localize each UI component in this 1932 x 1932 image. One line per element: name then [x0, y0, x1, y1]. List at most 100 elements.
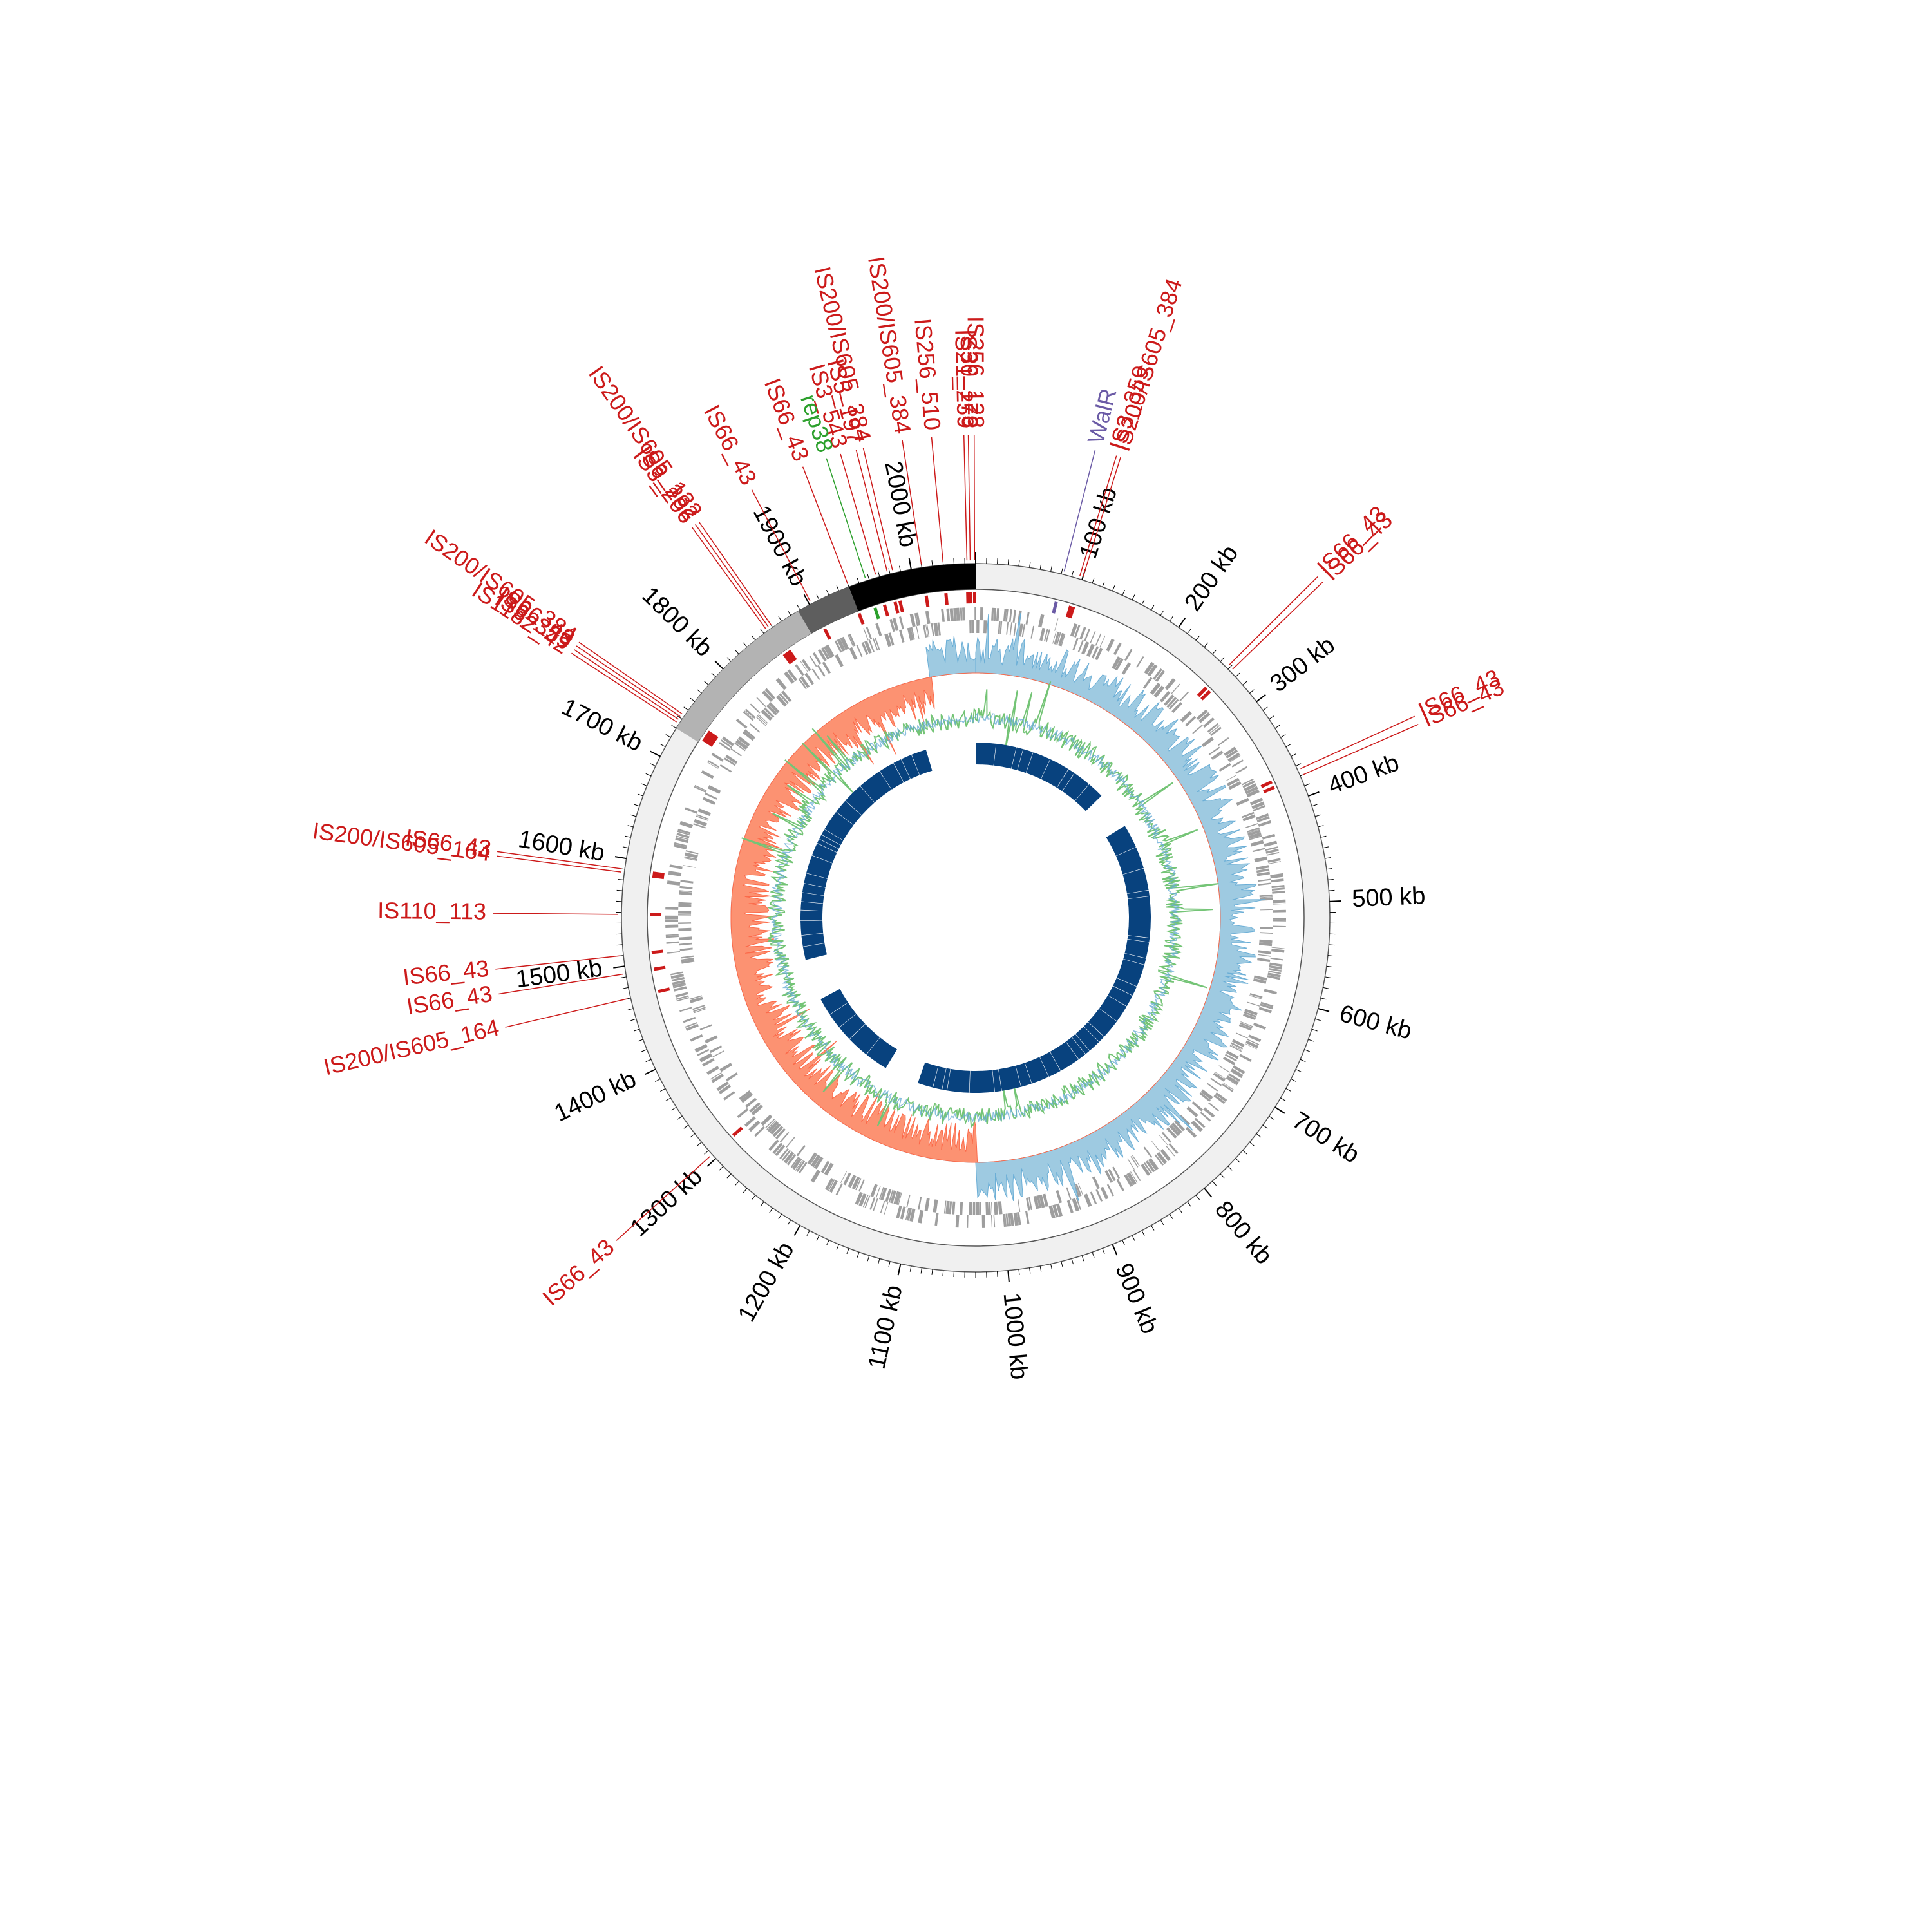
gene-block-224 — [1146, 1160, 1155, 1173]
gene-block-188 — [1228, 1073, 1240, 1082]
gene-block-328 — [820, 1160, 830, 1173]
gene-block-166 — [1244, 1011, 1257, 1018]
gene-block-393 — [675, 992, 688, 998]
gene-block-441 — [693, 823, 706, 829]
gene-block-17 — [1018, 623, 1023, 637]
gene-block-22 — [1039, 627, 1046, 641]
minor-tick — [630, 1018, 637, 1021]
gene-block-201 — [1208, 1102, 1220, 1112]
gene-block-217 — [1166, 1146, 1175, 1157]
gene-block-376 — [709, 1045, 723, 1054]
gene-block-419 — [678, 904, 692, 907]
gene-block-235 — [1116, 1179, 1124, 1191]
gene-block-161 — [1260, 1001, 1274, 1008]
blast-hit-47 — [800, 902, 823, 911]
blast-hit-23 — [1084, 1021, 1104, 1042]
minor-tick — [816, 594, 820, 600]
is-element-mark-26 — [652, 871, 665, 876]
gene-block-77 — [1208, 746, 1220, 755]
is-element-mark-17 — [706, 730, 719, 740]
label-leader-5 — [963, 435, 968, 561]
gene-block-144 — [1271, 947, 1285, 949]
gene-block-263 — [1017, 1212, 1021, 1226]
gene-block-33 — [1072, 638, 1079, 651]
gene-block-541 — [946, 608, 951, 622]
minor-tick — [704, 1150, 709, 1155]
gene-block-71 — [1203, 717, 1215, 728]
minor-tick — [627, 825, 634, 828]
gene-block-92 — [1244, 783, 1257, 791]
gene-block-129 — [1272, 890, 1285, 894]
minor-tick — [1102, 1248, 1105, 1255]
gene-block-389 — [690, 996, 703, 1003]
is-element-mark-31 — [658, 987, 670, 994]
label-leader-19 — [573, 649, 679, 720]
gene-block-365 — [723, 1091, 735, 1101]
gene-block-119 — [1268, 861, 1282, 864]
gene-block-440 — [679, 820, 694, 829]
gene-block-381 — [699, 1024, 712, 1031]
gene-block-526 — [898, 616, 904, 630]
gene-block-414 — [665, 920, 679, 922]
gene-block-322 — [835, 1183, 843, 1196]
gene-block-176 — [1245, 1043, 1257, 1050]
gene-block-252 — [1056, 1203, 1063, 1217]
minor-tick — [641, 1049, 647, 1052]
gene-block-48 — [1124, 649, 1133, 661]
gene-block-406 — [679, 942, 692, 946]
minor-tick — [1320, 998, 1327, 1000]
minor-tick — [899, 565, 901, 572]
gene-block-256 — [1039, 1194, 1045, 1208]
blast-hit-34 — [947, 1068, 971, 1093]
gene-block-495 — [801, 659, 811, 672]
gene-block-435 — [675, 837, 688, 844]
blast-hit-63 — [911, 750, 933, 775]
blast-hit-48 — [801, 893, 824, 904]
gene-block-20 — [1030, 625, 1035, 639]
gene-block-186 — [1230, 1068, 1244, 1079]
gene-block-399 — [670, 974, 685, 980]
gene-block-258 — [1033, 1195, 1039, 1209]
major-tick — [1329, 900, 1341, 902]
gene-block-290 — [924, 1198, 930, 1211]
gene-block-63 — [1168, 699, 1179, 710]
gene-block-79 — [1212, 752, 1224, 761]
gene-block-288 — [934, 1212, 939, 1226]
minor-tick — [1169, 616, 1173, 622]
gene-block-185 — [1233, 1065, 1245, 1074]
annotation-label-25: IS66_43 — [537, 1233, 619, 1311]
minor-tick — [1269, 1115, 1274, 1120]
gene-block-238 — [1106, 1184, 1115, 1197]
minor-tick — [690, 697, 696, 703]
gene-block-370 — [710, 1072, 722, 1080]
gene-block-31 — [1070, 623, 1078, 637]
minor-tick — [769, 1208, 773, 1213]
gene-block-501 — [817, 649, 827, 662]
minor-tick — [683, 1124, 689, 1129]
gene-block-305 — [885, 1189, 892, 1202]
label-leader-10 — [840, 453, 876, 575]
minor-tick — [726, 657, 732, 662]
gene-block-298 — [896, 1205, 902, 1219]
gene-block-202 — [1203, 1107, 1215, 1118]
tick-label-6: 700 kb — [1287, 1106, 1364, 1169]
blast-hit-35 — [942, 1068, 951, 1091]
gene-block-98 — [1253, 805, 1266, 811]
gene-block-520 — [875, 623, 882, 636]
is-element-mark-20 — [702, 737, 714, 747]
gene-block-138 — [1273, 920, 1286, 922]
gene-block-162 — [1260, 1003, 1273, 1010]
gene-block-45 — [1113, 642, 1122, 656]
gene-block-29 — [1058, 632, 1065, 647]
gene-block-388 — [679, 1007, 692, 1012]
gene-block-313 — [864, 1195, 871, 1208]
gene-block-296 — [906, 1194, 911, 1208]
minor-tick — [1141, 600, 1145, 605]
gene-block-424 — [667, 880, 681, 886]
label-leader-23 — [1300, 715, 1416, 770]
minor-tick — [645, 1059, 652, 1063]
gene-block-402 — [681, 958, 694, 961]
is-element-mark-24 — [1263, 786, 1275, 793]
gene-block-34 — [1079, 627, 1086, 640]
gene-block-401 — [681, 959, 695, 964]
